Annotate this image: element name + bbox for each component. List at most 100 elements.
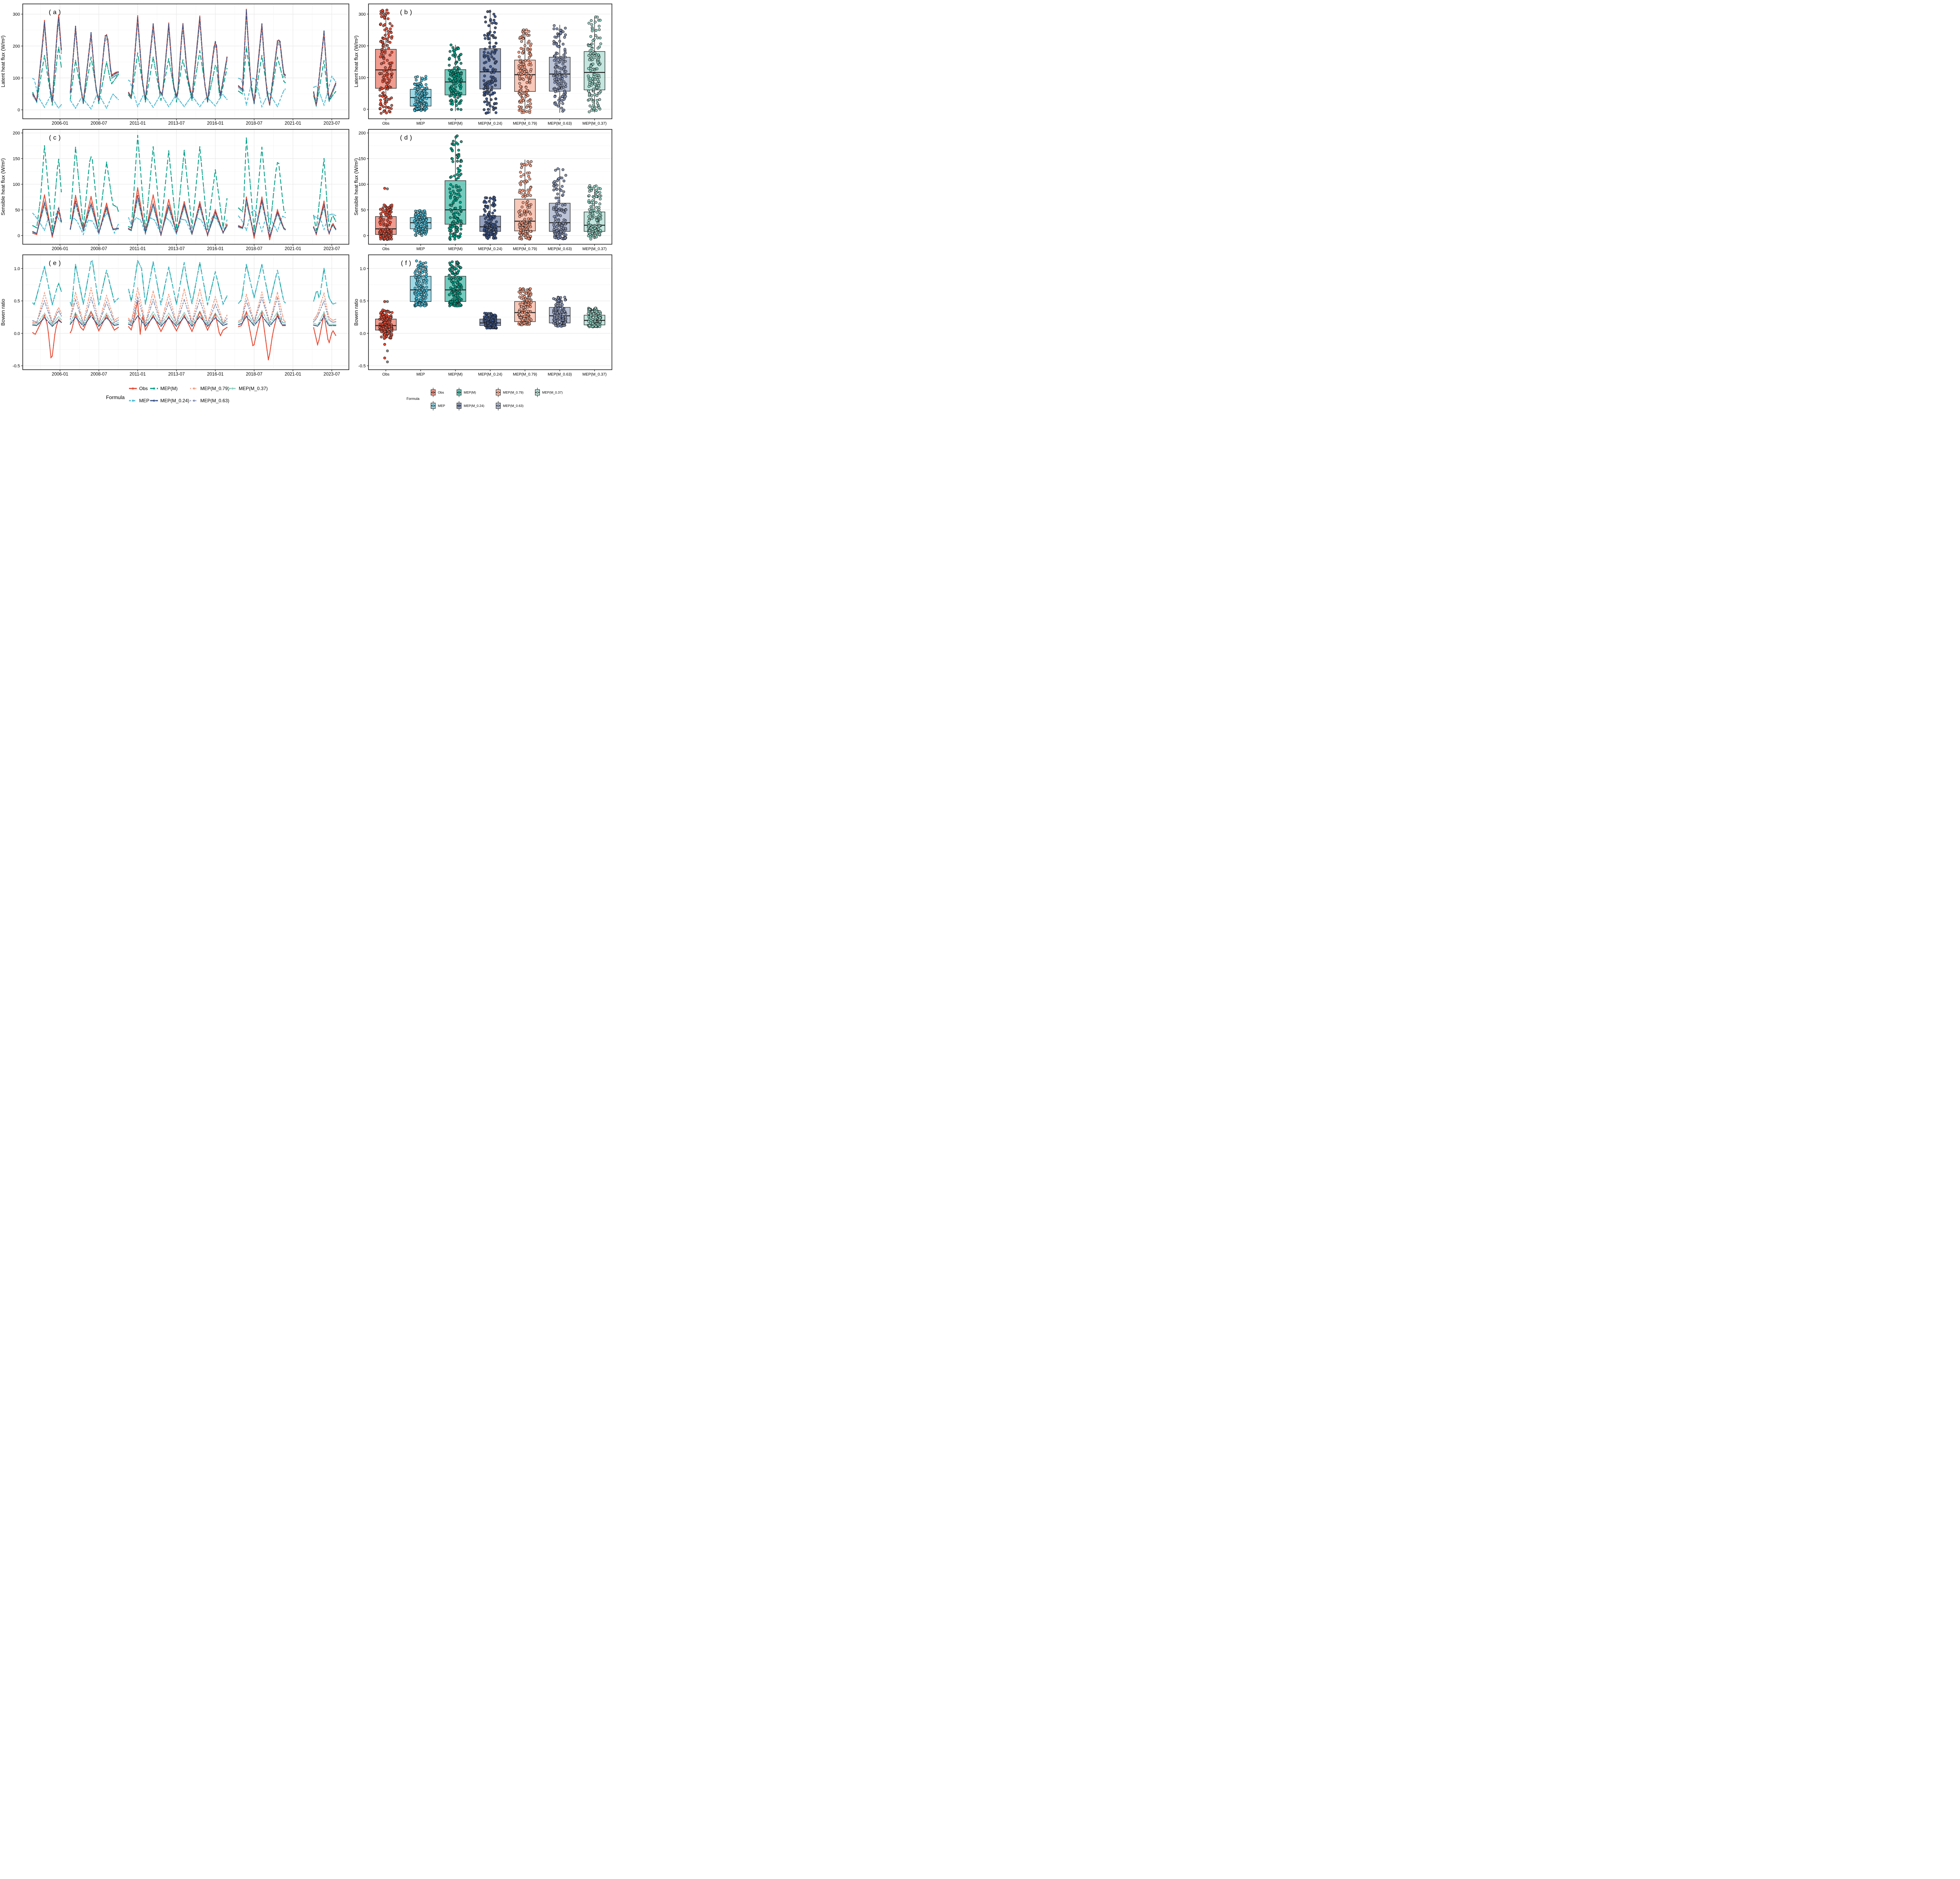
svg-text:2006-01: 2006-01	[52, 121, 68, 125]
svg-text:2016-01: 2016-01	[207, 247, 223, 251]
svg-text:Bowen ratio: Bowen ratio	[0, 299, 6, 326]
svg-text:MEP(M_0.37): MEP(M_0.37)	[583, 247, 607, 251]
svg-text:2013-07: 2013-07	[168, 247, 185, 251]
panel-e-bowen-ratio-timeseries: -0.5 0.0 0.5 1.0 Bowen ratio ( e ) 2006-01 2008…	[0, 254, 349, 376]
legend-label: MEP(M_0.63)	[503, 404, 524, 408]
svg-text:0: 0	[18, 234, 20, 238]
figure-root: 0 100 200 300 Latent heat flux (W/m²) ( a ) 20…	[0, 0, 615, 414]
svg-text:( e ): ( e )	[49, 260, 61, 267]
svg-text:MEP(M_0.37): MEP(M_0.37)	[583, 122, 607, 125]
svg-text:50: 50	[15, 208, 20, 212]
svg-text:MEP(M_0.63): MEP(M_0.63)	[548, 247, 572, 251]
svg-text:-0.5: -0.5	[13, 364, 20, 369]
svg-text:MEP: MEP	[416, 247, 425, 251]
svg-text:2008-07: 2008-07	[91, 247, 107, 251]
svg-text:0: 0	[363, 234, 366, 238]
svg-text:Sensible heat flux (W/m²): Sensible heat flux (W/m²)	[354, 158, 359, 216]
svg-text:2018-07: 2018-07	[246, 372, 262, 376]
legend-label: MEP(M_0.79)	[200, 386, 230, 391]
box-legend-title: Formula	[406, 397, 419, 401]
line-legend-item-Obs: Obs	[129, 386, 148, 391]
svg-text:2011-01: 2011-01	[130, 247, 146, 251]
panel-b-latent-heat-boxplot: 0 100 200 300 Latent heat flux (W/m²) ( b ) Ob…	[354, 4, 612, 125]
svg-text:2023-07: 2023-07	[323, 121, 340, 125]
svg-text:MEP(M_0.79): MEP(M_0.79)	[513, 122, 537, 125]
legend-label: Obs	[139, 386, 148, 391]
svg-text:200: 200	[359, 131, 366, 136]
svg-text:2018-07: 2018-07	[246, 247, 262, 251]
svg-text:200: 200	[13, 131, 20, 136]
svg-text:Obs: Obs	[382, 247, 389, 251]
svg-text:100: 100	[359, 76, 366, 80]
line-legend-item-MEP: MEP	[129, 398, 149, 403]
svg-text:2006-01: 2006-01	[52, 247, 68, 251]
svg-text:2011-01: 2011-01	[130, 372, 146, 376]
line-legend-item-MEP(M_0.24): MEP(M_0.24)	[150, 398, 189, 403]
svg-text:2018-07: 2018-07	[246, 121, 262, 125]
line-legend-item-MEP(M_0.63): MEP(M_0.63)	[190, 398, 229, 403]
svg-text:2011-01: 2011-01	[130, 121, 146, 125]
svg-text:2023-07: 2023-07	[323, 372, 340, 376]
panel-c-sensible-heat-timeseries: 0 50 100 150 200 Sensible heat flux (W/m²) ( c…	[0, 129, 349, 251]
line-legend-item-MEP(M): MEP(M)	[150, 386, 178, 391]
legend-label: MEP(M_0.37)	[542, 390, 563, 394]
svg-text:100: 100	[359, 182, 366, 187]
svg-text:100: 100	[13, 76, 20, 81]
svg-text:0: 0	[363, 107, 366, 112]
legend-label: MEP(M_0.79)	[503, 390, 524, 394]
box-chart-legend: Formula Obs MEP MEP(M) MEP(M_0.24) MEP(M_0.7…	[354, 376, 615, 414]
svg-text:Latent heat flux (W/m²): Latent heat flux (W/m²)	[0, 35, 6, 87]
legend-label: MEP(M)	[160, 386, 178, 391]
svg-text:2023-07: 2023-07	[323, 247, 340, 251]
legend-label: MEP	[438, 404, 445, 408]
svg-text:300: 300	[13, 12, 20, 17]
svg-text:100: 100	[13, 182, 20, 187]
svg-text:2021-01: 2021-01	[285, 247, 301, 251]
svg-text:2008-07: 2008-07	[91, 372, 107, 376]
box-legend-item-MEP(M): MEP(M)	[456, 387, 476, 398]
line-chart-legend: Formula Obs MEP MEP(M) MEP(M_0.24) MEP(M_0.7…	[0, 376, 354, 414]
line-legend-item-MEP(M_0.37): MEP(M_0.37)	[228, 386, 268, 391]
box-legend-item-MEP(M_0.24): MEP(M_0.24)	[456, 401, 484, 411]
svg-text:MEP: MEP	[416, 122, 425, 125]
legend-label: MEP(M_0.24)	[464, 404, 485, 408]
svg-text:0.0: 0.0	[14, 331, 20, 336]
svg-text:MEP(M_0.24): MEP(M_0.24)	[478, 247, 503, 251]
legend-label: MEP(M_0.63)	[200, 398, 230, 403]
box-legend-item-MEP(M_0.63): MEP(M_0.63)	[495, 401, 523, 411]
box-legend-item-MEP: MEP	[430, 401, 445, 411]
svg-text:200: 200	[359, 44, 366, 49]
svg-text:( b ): ( b )	[400, 9, 412, 16]
legend-label: MEP(M_0.24)	[160, 398, 190, 403]
svg-text:2006-01: 2006-01	[52, 372, 68, 376]
svg-text:MEP(M_0.24): MEP(M_0.24)	[478, 122, 503, 125]
svg-text:2021-01: 2021-01	[285, 121, 301, 125]
panel-d-sensible-heat-boxplot: 0 50 100 150 200 Sensible heat flux (W/m²) ( d…	[354, 129, 612, 251]
svg-text:150: 150	[359, 157, 366, 162]
svg-text:MEP(M): MEP(M)	[448, 122, 463, 125]
svg-text:Latent heat flux (W/m²): Latent heat flux (W/m²)	[354, 35, 359, 87]
svg-text:MEP(M_0.79): MEP(M_0.79)	[513, 247, 537, 251]
box-legend-item-Obs: Obs	[430, 387, 444, 398]
svg-text:150: 150	[13, 157, 20, 162]
svg-text:2013-07: 2013-07	[168, 121, 185, 125]
box-legend-item-MEP(M_0.79): MEP(M_0.79)	[495, 387, 523, 398]
svg-text:MEP(M_0.63): MEP(M_0.63)	[548, 122, 572, 125]
svg-text:Sensible heat flux (W/m²): Sensible heat flux (W/m²)	[0, 158, 6, 216]
line-legend-title: Formula	[106, 394, 125, 400]
svg-text:0.5: 0.5	[14, 299, 20, 304]
svg-text:2013-07: 2013-07	[168, 372, 185, 376]
svg-text:1.0: 1.0	[14, 267, 20, 271]
line-legend-item-MEP(M_0.79): MEP(M_0.79)	[190, 386, 229, 391]
svg-text:2016-01: 2016-01	[207, 372, 223, 376]
svg-text:50: 50	[361, 208, 366, 212]
box-legend-item-MEP(M_0.37): MEP(M_0.37)	[535, 387, 563, 398]
svg-text:0: 0	[18, 108, 20, 113]
svg-text:300: 300	[359, 12, 366, 17]
svg-text:( a ): ( a )	[49, 9, 61, 16]
panel-a-latent-heat-timeseries: 0 100 200 300 Latent heat flux (W/m²) ( a ) 20…	[0, 4, 349, 125]
legend-label: MEP	[139, 398, 150, 403]
svg-text:2016-01: 2016-01	[207, 121, 223, 125]
legend-label: MEP(M_0.37)	[239, 386, 268, 391]
